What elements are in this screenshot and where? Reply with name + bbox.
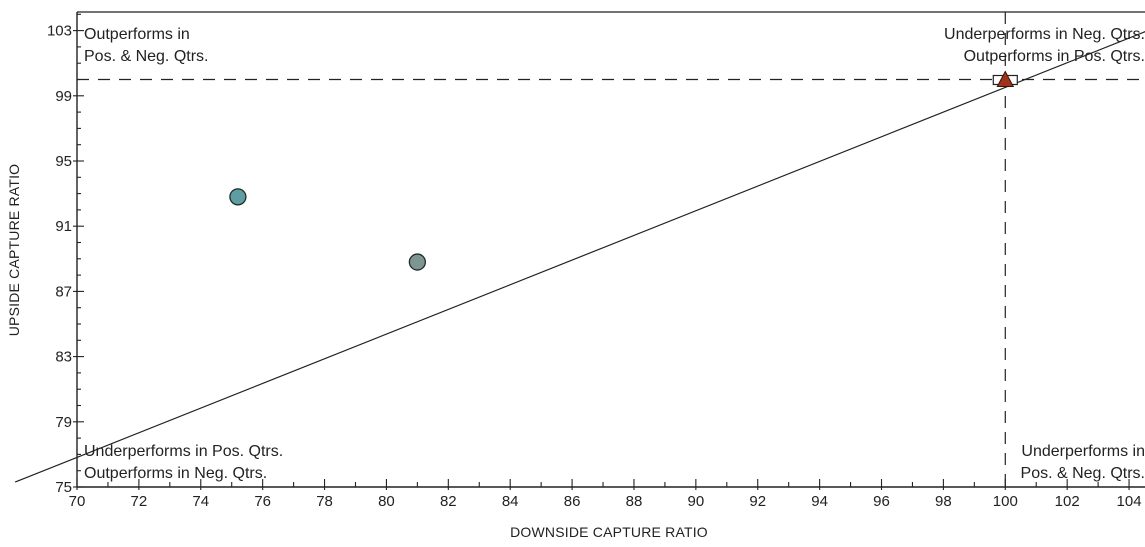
y-tick-label: 83	[55, 349, 72, 366]
x-tick-label: 86	[564, 493, 581, 510]
x-tick-label: 94	[811, 493, 828, 510]
x-tick-label: 82	[440, 493, 457, 510]
y-tick-label: 103	[47, 23, 72, 40]
x-tick-label: 72	[131, 493, 148, 510]
x-tick-label: 78	[316, 493, 333, 510]
x-tick-label: 90	[688, 493, 705, 510]
y-tick-label: 99	[55, 88, 72, 105]
x-axis-title: DOWNSIDE CAPTURE RATIO	[510, 524, 708, 540]
quadrant-bottom-right-line-2: Pos. & Neg. Qtrs.	[1021, 465, 1145, 482]
x-tick-label: 104	[1117, 493, 1142, 510]
y-tick-label: 87	[55, 283, 72, 300]
quadrant-top-left-line-2: Pos. & Neg. Qtrs.	[84, 48, 208, 65]
scatter-point	[408, 253, 427, 271]
triangle-point	[996, 70, 1015, 87]
y-tick-label: 95	[55, 153, 72, 170]
x-tick-label: 92	[749, 493, 766, 510]
quadrant-bottom-left-line-1: Underperforms in Pos. Qtrs.	[84, 443, 283, 460]
x-tick-label: 80	[378, 493, 395, 510]
y-tick-label: 91	[55, 218, 72, 235]
quadrant-bottom-left-line-2: Outperforms in Neg. Qtrs.	[84, 465, 267, 482]
diagonal-reference-line	[14, 31, 1145, 483]
y-ticks: 75 79 83 87 91 95 99 103	[47, 13, 84, 496]
x-tick-label: 96	[873, 493, 890, 510]
quadrant-bottom-right-line-1: Underperforms in	[1021, 443, 1145, 460]
x-ticks: 70 72 74 76 78 80 82 84 86 88 90 92 94 96 98 100 102 104	[69, 479, 1142, 510]
x-tick-label: 102	[1055, 493, 1080, 510]
reference-lines	[14, 12, 1145, 487]
data-points	[229, 70, 1018, 271]
quadrant-labels: Outperforms in Pos. & Neg. Qtrs. Underpe…	[84, 26, 1145, 482]
x-tick-label: 70	[69, 493, 86, 510]
quadrant-top-right-line-2: Outperforms in Pos. Qtrs.	[964, 48, 1145, 65]
quadrant-top-right-line-1: Underperforms in Neg. Qtrs.	[944, 26, 1145, 43]
y-axis-title: UPSIDE CAPTURE RATIO	[6, 164, 22, 337]
scatter-point	[229, 188, 247, 206]
x-tick-label: 100	[993, 493, 1018, 510]
quadrant-top-left-line-1: Outperforms in	[84, 26, 190, 43]
x-tick-label: 88	[626, 493, 643, 510]
axes	[76, 11, 1145, 488]
x-tick-label: 76	[254, 493, 271, 510]
x-tick-label: 74	[192, 493, 209, 510]
y-tick-label: 79	[55, 414, 72, 431]
x-tick-label: 84	[502, 493, 519, 510]
x-tick-label: 98	[935, 493, 952, 510]
y-tick-label: 75	[55, 479, 72, 496]
